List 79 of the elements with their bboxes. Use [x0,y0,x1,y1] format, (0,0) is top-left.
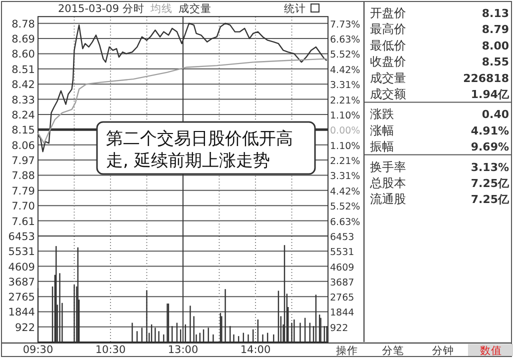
text: 数值 [480,345,502,357]
text: 分笔 [382,345,404,357]
y2-tick-label: 2.21% [330,156,360,168]
category-label: 最低价 [370,38,406,52]
x-tick-label: 13:00 [168,344,198,356]
category-label: 振幅 [370,140,394,154]
text: 226818 [463,72,509,85]
y2-tick-label: 1.10% [330,110,360,122]
category-label: 开盘价 [370,6,406,20]
y2-tick-label: 4.42% [330,186,360,198]
y-tick-label: 8.42 [12,79,35,92]
y2-tick-label: 7.73% [330,19,360,30]
text: 操作 [336,345,358,357]
y-tick-label: 7.88 [12,170,35,182]
text: 8.79 [482,23,509,36]
y-tick-label: 4609 [8,261,35,274]
text: 8.13 [482,7,509,20]
y-tick-label: 922 [14,322,35,334]
y2-tick-label: 0.00% [330,126,360,137]
y2-tick-label: 5.52% [330,50,360,61]
y2-tick-label: 922 [330,322,348,334]
y-tick-label: 8.24 [12,109,36,122]
y-tick-label: 3687 [8,276,35,288]
text: 统计 [284,2,306,15]
y-tick-label: 1844 [8,306,36,319]
y2-tick-label: 2765 [330,292,354,304]
y2-tick-label: 4609 [330,262,354,274]
text: 均线 [149,2,172,15]
category-label: 涨跌 [370,107,394,122]
annotation: 第二个交易日股价低开高走, 延续前期上涨走势 [106,129,293,171]
y-tick-label: 8.69 [12,34,35,46]
y2-tick-label: 3.31% [330,171,360,182]
chart-title: 2015-03-09 分时 [58,2,144,15]
text: 7.25亿 [470,177,510,190]
text: 1.94亿 [470,88,510,101]
text: 8.00 [482,39,510,52]
y-tick-label: 6453 [8,231,35,243]
text: 3.13% [470,160,509,174]
category-label: 换手率 [370,160,406,174]
y-tick-label: 7.79 [12,185,35,198]
x-tick-label: 14:00 [240,344,271,356]
y-tick-label: 7.70 [12,200,35,213]
y-tick-label: 8.15 [12,124,35,137]
y2-tick-label: 1.10% [330,140,360,152]
y2-tick-label: 1844 [330,308,354,319]
y-tick-label: 8.51 [12,64,35,76]
y-tick-label: 7.97 [12,155,35,168]
category-label: 流通股 [370,192,406,206]
category-label: 成交量 [370,70,406,85]
category-label: 涨幅 [370,123,394,138]
y2-tick-label: 4.42% [330,64,360,76]
y2-tick-label: 6453 [330,232,354,243]
text: 分钟 [432,345,454,357]
y-tick-label: 5531 [8,246,35,258]
category-label: 收盘价 [370,54,406,69]
y2-tick-label: 6.63% [330,216,360,228]
y-tick-label: 7.61 [12,216,35,228]
y-tick-label: 2765 [8,292,35,304]
category-label: 成交额 [370,87,406,101]
text: 9.69% [470,140,509,154]
x-tick-label: 10:30 [95,344,126,356]
y-tick-label: 8.33 [12,94,35,106]
y-tick-label: 8.78 [12,18,35,30]
y2-tick-label: 2.21% [330,95,360,106]
text: 8.55 [482,56,509,69]
y2-tick-label: 3.31% [330,80,360,92]
category-label: 最高价 [370,22,406,36]
text: 成交量 [178,2,212,15]
text: 7.25亿 [470,193,510,206]
category-label: 总股本 [369,176,406,190]
y2-tick-label: 5531 [330,247,354,258]
x-tick-label: 09:30 [22,344,54,356]
y-tick-label: 8.06 [12,140,36,152]
y2-tick-label: 3687 [330,277,354,288]
text: 4.91% [470,124,509,138]
y-tick-label: 8.60 [12,48,35,61]
y2-tick-label: 6.63% [330,34,360,46]
y2-tick-label: 5.52% [330,202,360,213]
text: 0.40 [482,108,510,122]
